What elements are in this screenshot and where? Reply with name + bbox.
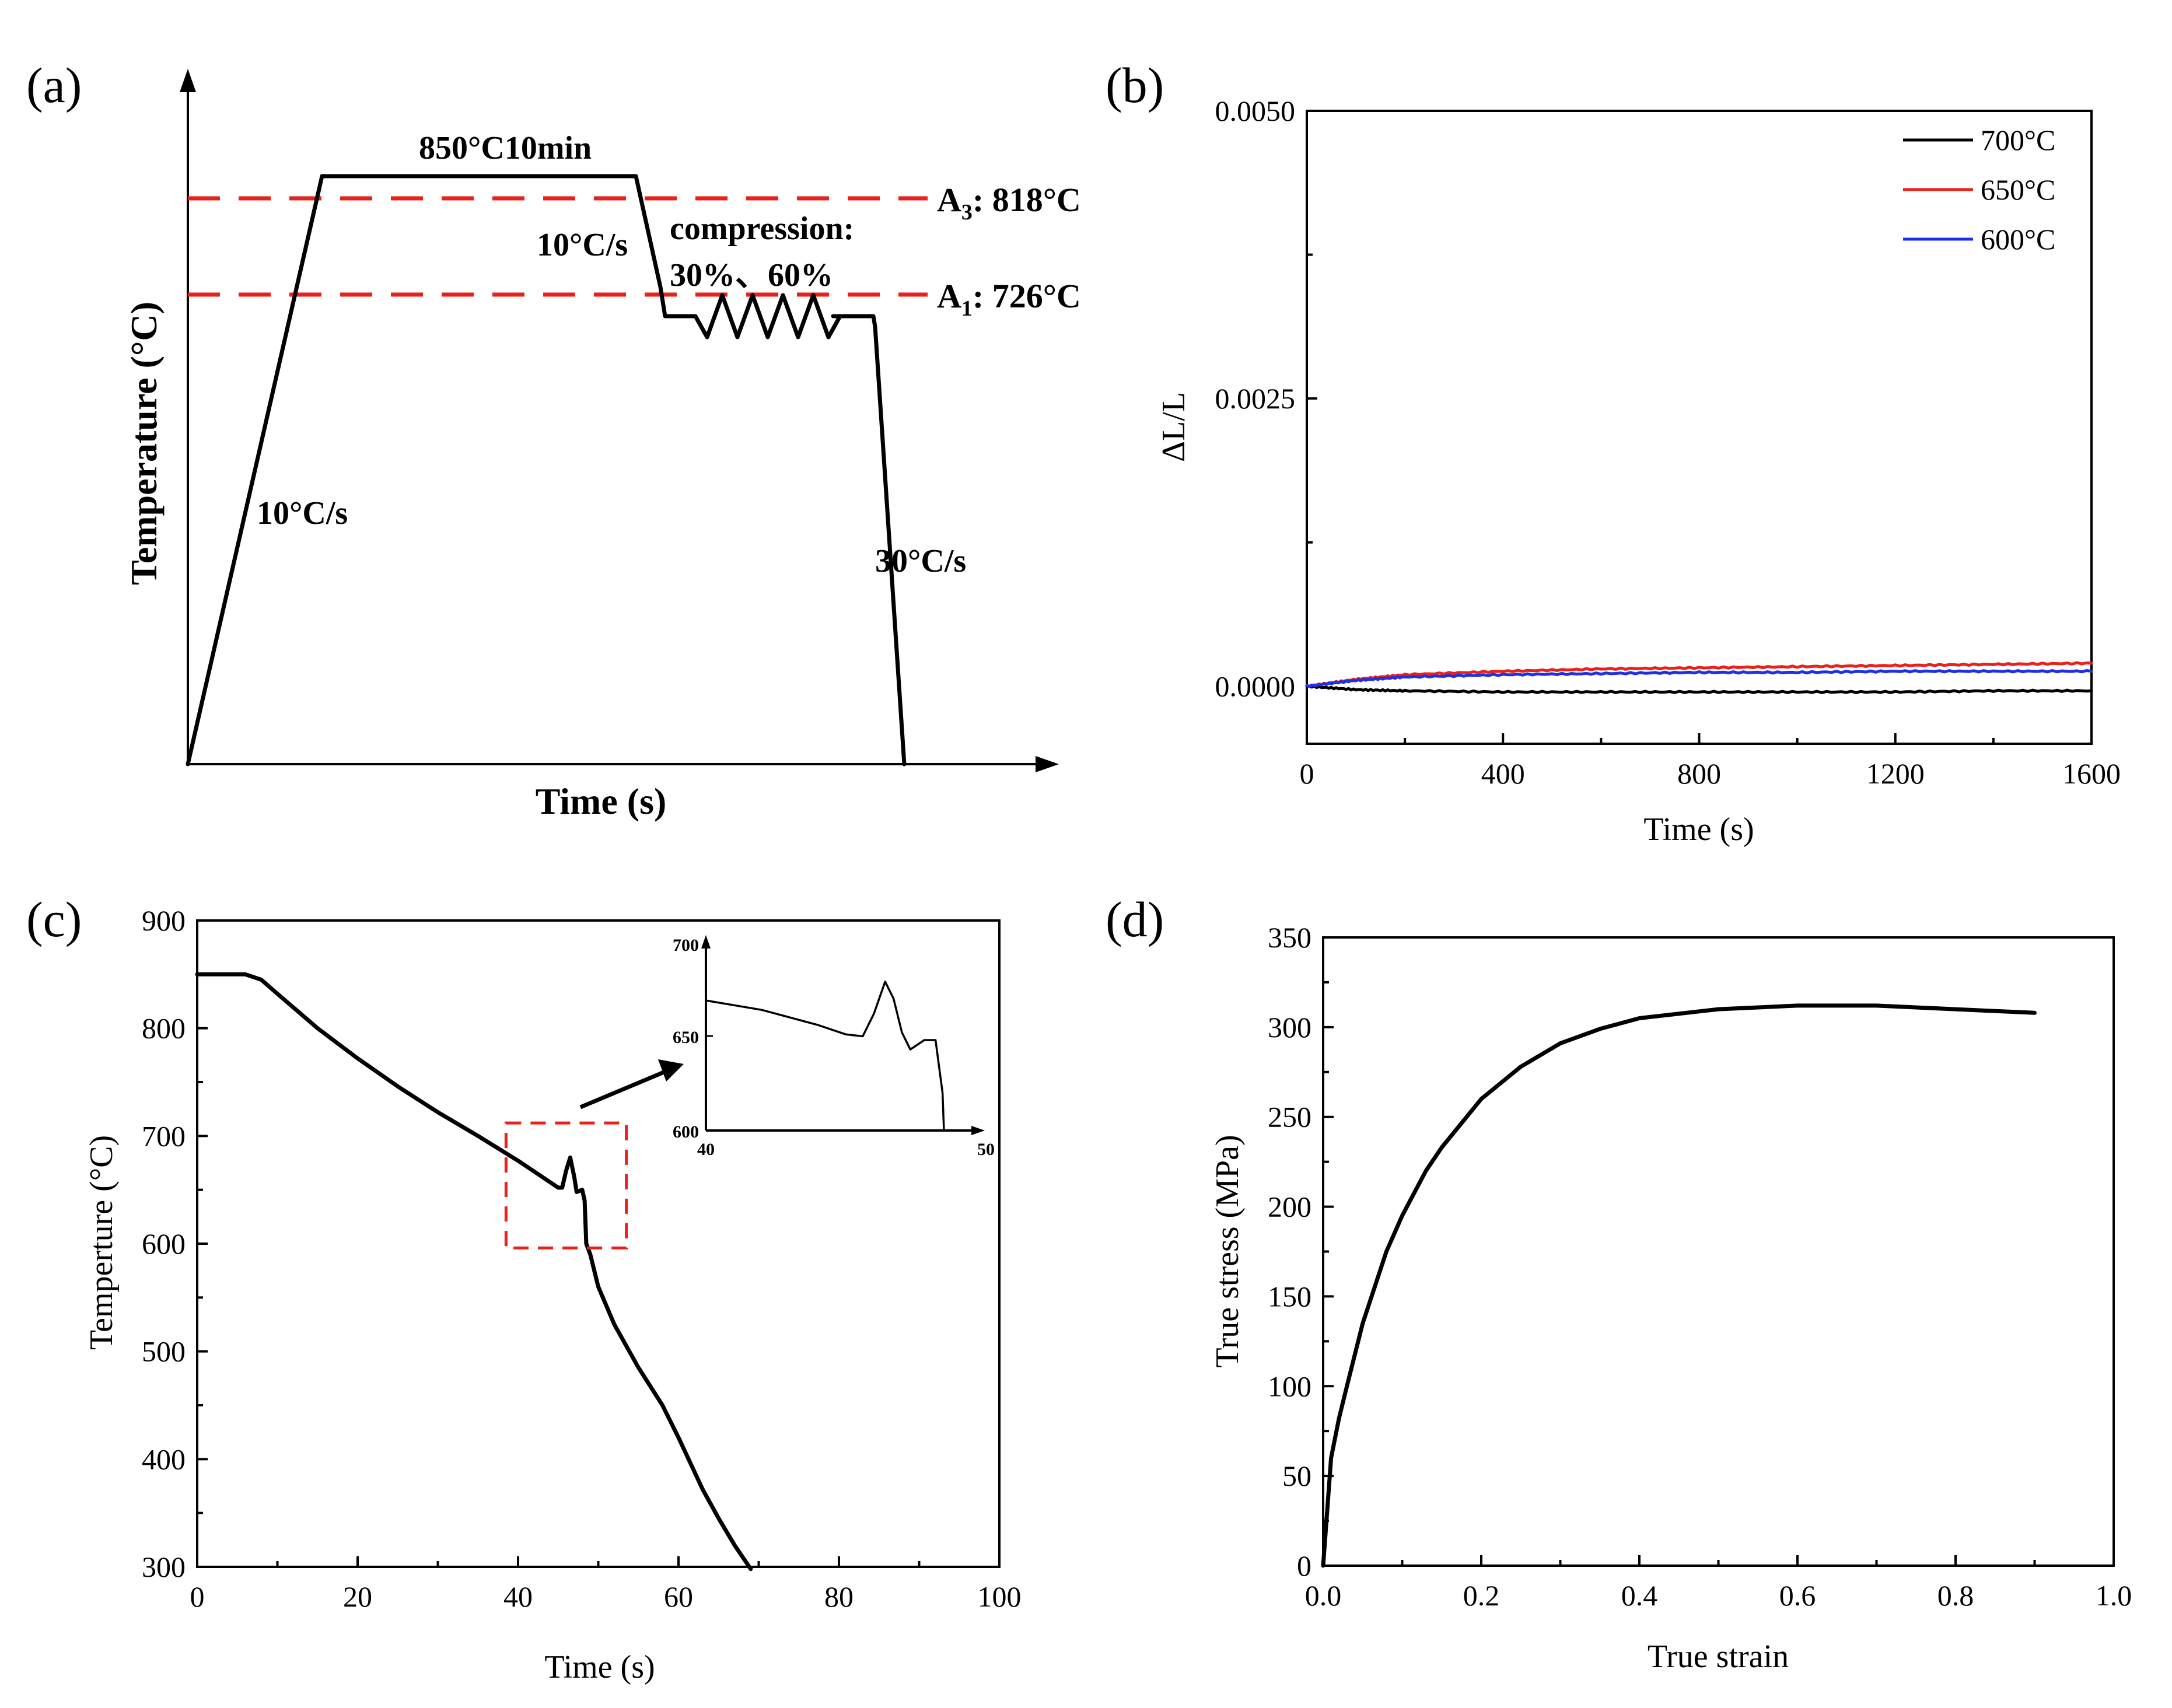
panel-c-x-title: Time (s) [544,1649,655,1685]
compression-values: 30%、60% [670,257,833,293]
series-line-600°C [1305,669,2093,688]
cool-rate-label: 10°C/s [537,227,628,263]
panel-c-y-tick-label: 500 [142,1335,186,1368]
legend-label-650: 650°C [1981,173,2055,206]
panel-d-y-tick-label: 200 [1268,1191,1311,1223]
compression-label: compression: [670,211,854,247]
panel-d-x-tick-label: 0.2 [1463,1579,1500,1612]
inset-ytick-label: 700 [673,936,699,955]
panel-b-frame [1306,110,2093,745]
a3-label-rest: : 818°C [973,181,1081,219]
panel-b-x-tick-label: 400 [1481,757,1525,790]
series-line-700°C [1305,684,2093,694]
panel-c-highlight-box [504,1121,628,1250]
panel-b-curves [1305,661,2093,694]
a3-label-main: A [937,181,961,219]
panel-d-x-tick-label: 0.6 [1779,1579,1816,1612]
legend-label-600: 600°C [1981,223,2055,256]
inset-curve-group [705,981,945,1132]
panel-c-y-tick-label: 700 [142,1119,186,1152]
panel-b-x-tick-label: 1200 [1866,757,1925,790]
panel-d-y-title: True stress (MPa) [1209,1135,1246,1367]
panel-c-inset: 700 650 600 40 50 [673,935,995,1159]
panel-d-y-tick-label: 250 [1268,1101,1311,1133]
panel-b-x-title: Time (s) [1643,811,1754,848]
final-cool-rate-label: 30°C/s [875,543,966,579]
panel-a-x-axis-arrow-icon [1036,756,1059,772]
panel-c: (c) 0 20 40 60 80 100 300 400 500 600 700 800 900 70… [26,891,1022,1685]
panel-c-y-tick-label: 800 [142,1012,186,1045]
panel-d-curves [1321,1003,2037,1568]
panel-c-y-tick-label: 400 [142,1443,186,1475]
panel-a-x-title: Time (s) [536,780,667,822]
panel-c-y-tick-label: 900 [142,904,186,937]
heat-rate-label: 10°C/s [257,495,348,531]
panel-c-inset-arrow-line [579,1068,669,1110]
panel-b-y-tick-label: 0.0025 [1215,382,1296,415]
panel-d-x-title: True strain [1648,1639,1789,1675]
panel-c-x-tick-label: 100 [978,1580,1022,1613]
temperature-curve [195,972,753,1572]
panel-c-x-tick-label: 80 [824,1580,854,1613]
hold-label: 850°C10min [419,130,592,166]
panel-d-x-tick-label: 0.8 [1937,1579,1974,1612]
panel-c-inset-arrow-icon [658,1059,684,1082]
panel-d-y-tick-label: 350 [1268,921,1311,954]
inset-y-arrow-icon [701,935,711,949]
inset-ytick-label: 600 [673,1122,699,1142]
a1-label-sub: 1 [961,296,973,321]
panel-c-y-tick-label: 600 [142,1227,186,1260]
panel-c-frame [196,919,1001,1568]
panel-c-label: (c) [26,891,82,947]
panel-d-x-tick-label: 0.4 [1621,1579,1658,1612]
panel-a: (a) 850°C10min 10°C/s compression: 30%、6… [26,57,1081,822]
inset-x-arrow-icon [971,1126,985,1135]
panel-c-x-tick-label: 0 [190,1580,205,1613]
panel-b-ticks: 0 400 800 1200 1600 0.0000 0.0025 0.0050 [1215,94,2121,790]
panel-c-ticks: 0 20 40 60 80 100 300 400 500 600 700 800 900 [142,904,1022,1613]
panel-b-x-tick-label: 1600 [2062,757,2121,790]
panel-c-x-tick-label: 20 [343,1580,372,1613]
panel-b-x-tick-label: 0 [1300,757,1314,790]
panel-a-y-axis-arrow-icon [180,69,196,92]
panel-b-x-tick-label: 800 [1677,757,1721,790]
panel-d-y-tick-label: 300 [1268,1011,1311,1044]
panel-a-schedule-curve [186,174,907,766]
a1-label-main: A [937,277,961,315]
panel-c-x-tick-label: 60 [664,1580,693,1613]
panel-d-frame [1322,936,2115,1567]
panel-b-label: (b) [1106,57,1164,113]
panel-d-ticks: 0.0 0.2 0.4 0.6 0.8 1.0 0 50 100 150 200 250 300 350 [1268,921,2132,1612]
legend-label-700: 700°C [1981,124,2055,156]
panel-a-label: (a) [26,57,82,113]
panel-b-y-tick-label: 0.0050 [1215,94,1296,127]
a3-label: A3: 818°C [937,181,1081,225]
a1-label-rest: : 726°C [973,277,1081,315]
inset-xtick-label: 50 [977,1140,995,1159]
panel-c-x-tick-label: 40 [503,1580,533,1613]
panel-c-y-tick-label: 300 [142,1550,186,1583]
panel-d-label: (d) [1106,891,1164,947]
panel-c-curves [195,972,753,1572]
inset-curve [705,981,945,1132]
a1-label: A1: 726°C [937,277,1081,321]
panel-a-y-title: Temperature (°C) [123,302,165,585]
panel-d: (d) 0.0 0.2 0.4 0.6 0.8 1.0 0 50 100 150 200 250 300… [1106,891,2132,1675]
a3-label-sub: 3 [961,200,973,225]
panel-d-x-tick-label: 0.0 [1305,1579,1342,1612]
panel-d-y-tick-label: 150 [1268,1280,1311,1312]
panel-b-legend: 700°C 650°C 600°C [1903,124,2055,256]
stress-strain-curve [1321,1003,2037,1568]
panel-d-y-tick-label: 0 [1297,1549,1311,1582]
panel-b: (b) 0 400 800 1200 1600 0.0000 0.0025 0.0050 Ti… [1106,57,2121,848]
panel-b-y-title: ΔL/L [1156,392,1192,462]
panel-d-y-tick-label: 100 [1268,1370,1311,1402]
panel-b-y-tick-label: 0.0000 [1215,670,1296,702]
inset-xtick-label: 40 [697,1140,715,1159]
inset-ytick-label: 650 [673,1028,699,1047]
panel-d-x-tick-label: 1.0 [2096,1579,2132,1612]
panel-d-y-tick-label: 50 [1282,1460,1311,1492]
panel-c-y-title: Temperture (°C) [83,1135,120,1350]
